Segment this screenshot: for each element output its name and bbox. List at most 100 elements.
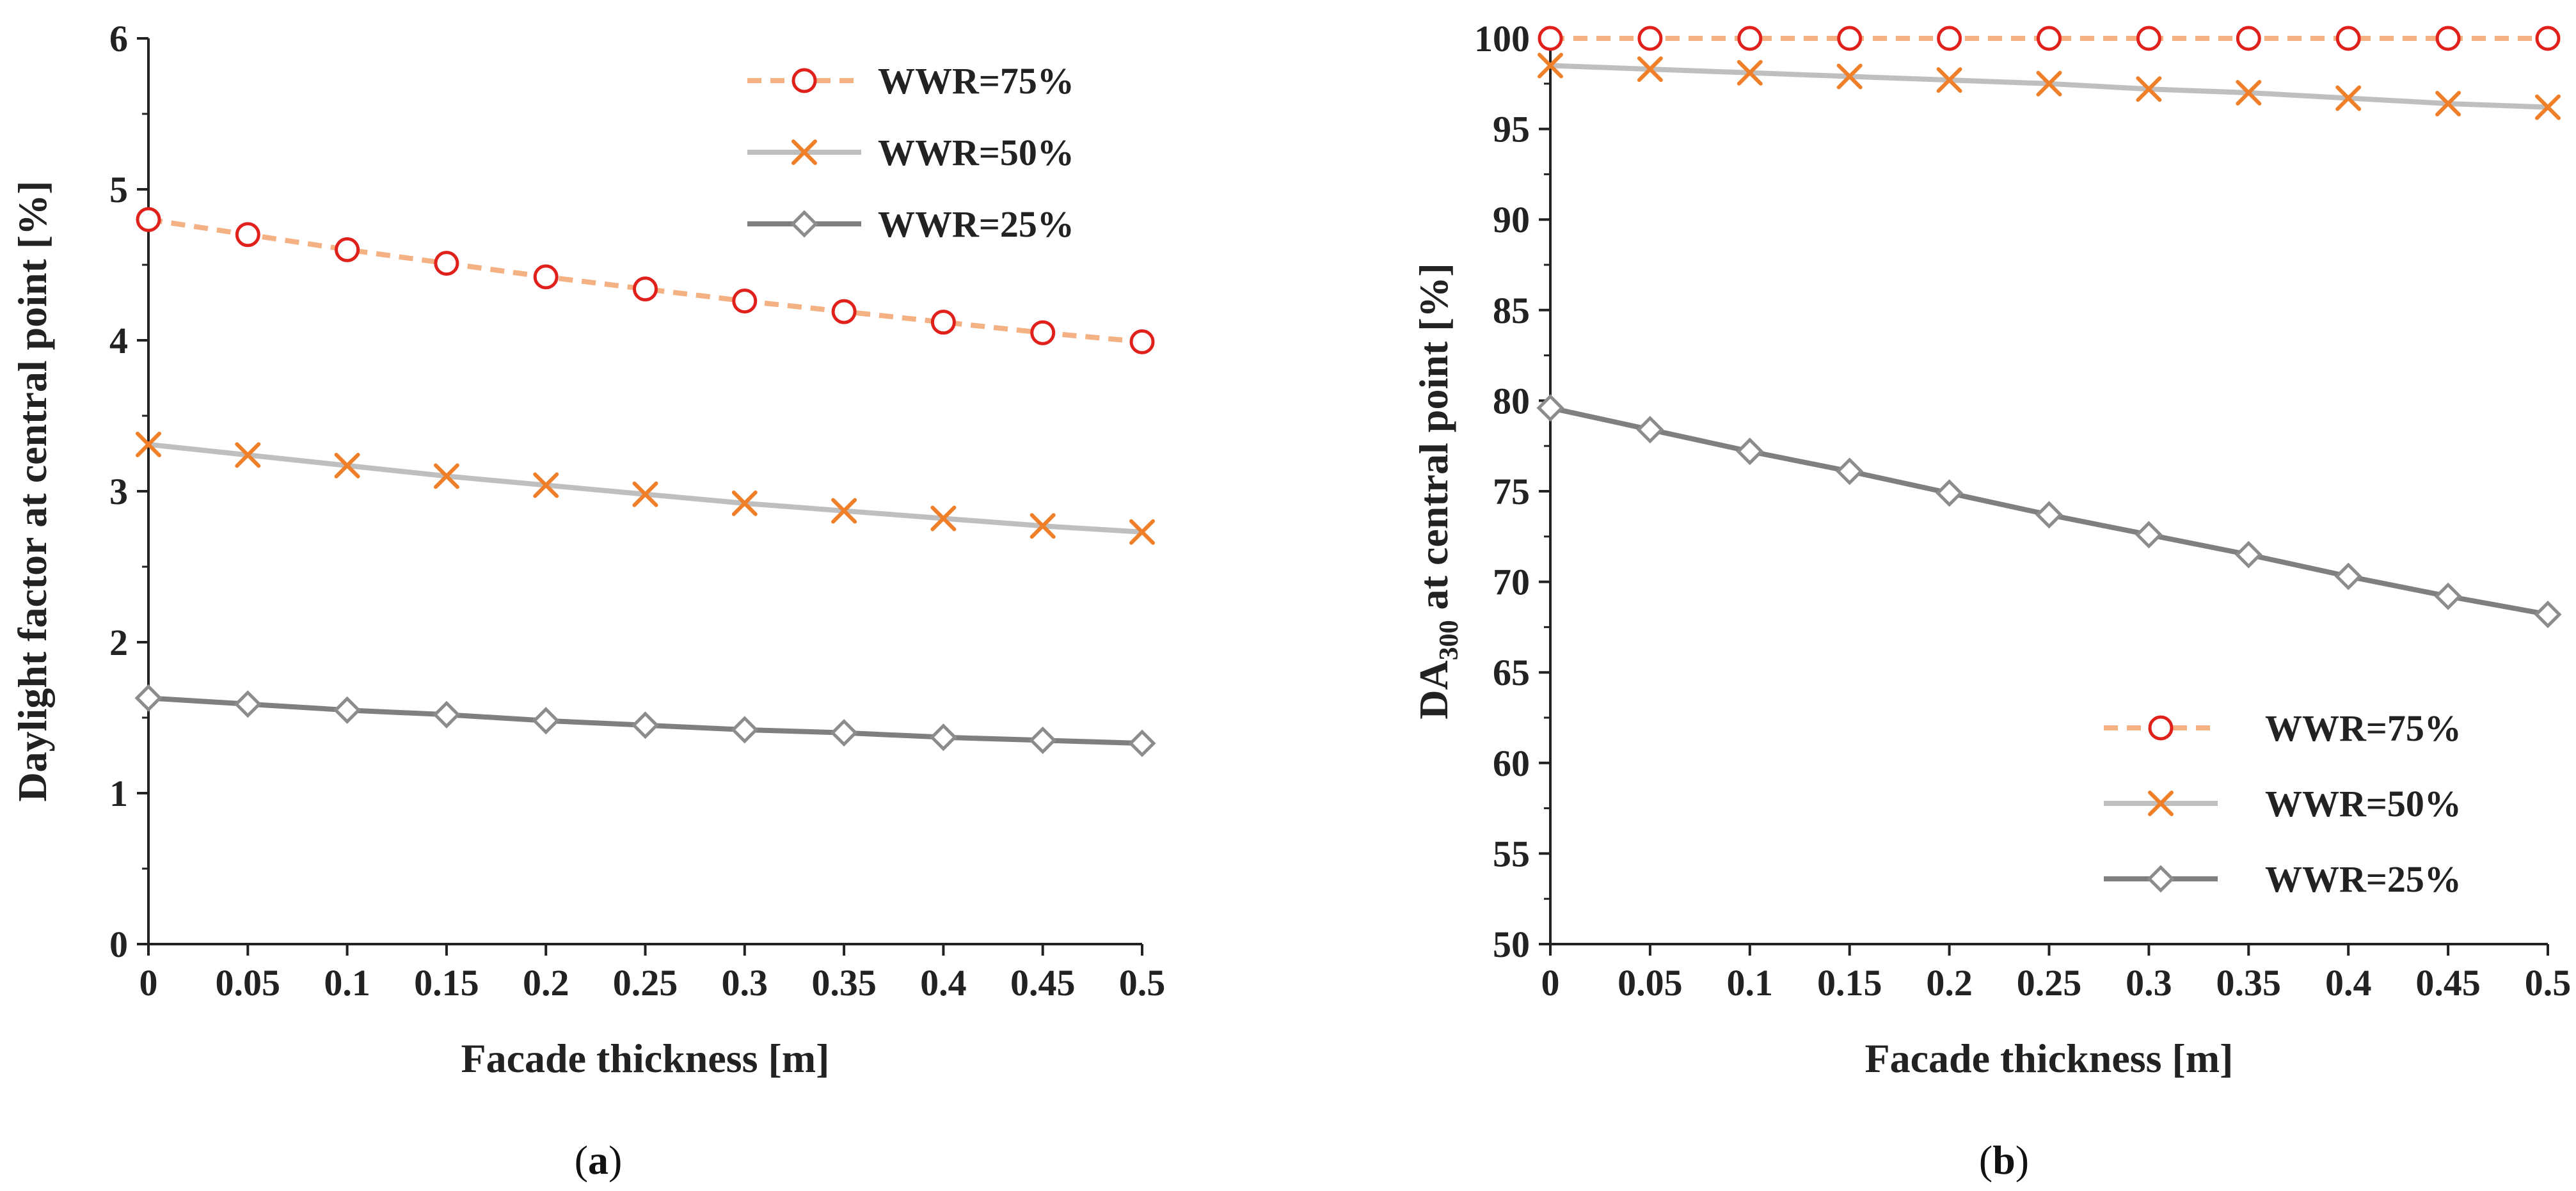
- x-tick-label: 0.2: [523, 962, 569, 1004]
- y-axis-label: Daylight factor at central point [%]: [10, 180, 55, 801]
- y-tick-label: 3: [109, 471, 128, 512]
- y-tick-label: 95: [1493, 109, 1530, 150]
- legend-marker: [2148, 791, 2174, 816]
- data-point: [1128, 729, 1156, 757]
- x-axis-label: Facade thickness [m]: [1865, 1036, 2234, 1081]
- series-WWR=25%: [134, 684, 1156, 757]
- x-tick-label: 0.35: [2216, 962, 2282, 1004]
- data-point: [929, 723, 957, 752]
- data-point: [2234, 540, 2262, 569]
- data-point: [1029, 726, 1057, 754]
- data-point: [1737, 59, 1763, 86]
- y-tick-label: 85: [1493, 290, 1530, 331]
- x-tick-label: 0.5: [2525, 962, 2572, 1004]
- x-tick-label: 0.15: [1817, 962, 1882, 1004]
- legend-label: WWR=50%: [2265, 783, 2461, 824]
- x-tick-label: 0.2: [1926, 962, 1973, 1004]
- data-point: [1837, 26, 1863, 51]
- data-point: [1030, 320, 1056, 345]
- y-tick-label: 70: [1493, 562, 1530, 603]
- data-point: [2435, 26, 2461, 51]
- x-tick-label: 0.05: [1618, 962, 1683, 1004]
- data-point: [235, 442, 261, 468]
- data-point: [631, 711, 660, 739]
- y-tick-label: 0: [109, 924, 128, 965]
- data-point: [633, 276, 658, 302]
- x-tick-label: 0.45: [1010, 962, 1076, 1004]
- caption-b: (b): [1979, 1137, 2029, 1183]
- data-point: [1737, 26, 1763, 51]
- data-point: [1937, 26, 1962, 51]
- data-point: [1129, 329, 1155, 354]
- data-point: [1030, 513, 1056, 539]
- data-point: [2535, 94, 2561, 120]
- x-tick-label: 0.05: [216, 962, 281, 1004]
- y-tick-label: 1: [109, 773, 128, 814]
- data-point: [831, 498, 857, 524]
- data-point: [1637, 26, 1663, 51]
- y-tick-label: 100: [1474, 18, 1530, 59]
- x-tick-label: 0.3: [2126, 962, 2172, 1004]
- data-point: [732, 288, 758, 314]
- x-tick-label: 0.45: [2415, 962, 2481, 1004]
- y-tick-label: 80: [1493, 380, 1530, 422]
- x-tick-label: 0: [1541, 962, 1560, 1004]
- legend-marker: [2147, 865, 2175, 893]
- legend: WWR=75% WWR=50% WWR=25%: [2104, 707, 2461, 900]
- series-WWR=75%: [1538, 26, 2561, 51]
- x-tick-label: 0.35: [811, 962, 877, 1004]
- data-point: [2434, 582, 2462, 610]
- series-WWR=75%: [136, 207, 1155, 354]
- data-point: [1129, 519, 1155, 545]
- x-tick-label: 0: [139, 962, 158, 1004]
- data-point: [2534, 601, 2562, 629]
- x-tick-label: 0.5: [1119, 962, 1166, 1004]
- series-WWR=50%: [1538, 52, 2561, 120]
- data-point: [930, 505, 957, 532]
- data-point: [1936, 479, 1964, 507]
- data-point: [1637, 56, 1663, 83]
- data-point: [2236, 26, 2261, 51]
- y-tick-label: 5: [109, 169, 128, 210]
- data-point: [930, 310, 956, 335]
- x-tick-label: 0.1: [324, 962, 370, 1004]
- x-tick-label: 0.4: [920, 962, 967, 1004]
- data-point: [134, 684, 163, 712]
- caption-a: (a): [575, 1137, 623, 1183]
- data-point: [2535, 26, 2561, 51]
- data-point: [235, 222, 260, 248]
- legend-label: WWR=75%: [878, 60, 1074, 102]
- data-point: [2236, 79, 2262, 106]
- data-point: [333, 696, 362, 724]
- legend-marker: [791, 139, 817, 165]
- data-point: [335, 237, 360, 262]
- data-point: [1836, 63, 1863, 90]
- y-tick-label: 65: [1493, 652, 1530, 693]
- x-tick-label: 0.25: [2017, 962, 2082, 1004]
- data-point: [533, 264, 559, 290]
- y-tick-label: 75: [1493, 471, 1530, 512]
- data-point: [632, 481, 658, 507]
- data-point: [136, 431, 161, 457]
- y-tick-label: 2: [109, 622, 128, 663]
- data-point: [2136, 76, 2162, 102]
- x-tick-label: 0.15: [414, 962, 479, 1004]
- data-point: [731, 490, 758, 516]
- x-tick-label: 0.4: [2325, 962, 2372, 1004]
- chart-panel-a: 0 1 2 3 4 5 6 0 0.05 0.1 0.15 0.2 0.25 0.3 0.35 0.4 0.45…: [10, 18, 1165, 1081]
- data-point: [136, 207, 161, 232]
- data-point: [2036, 70, 2062, 97]
- data-point: [532, 707, 560, 735]
- y-tick-label: 6: [109, 18, 128, 59]
- legend-label: WWR=25%: [878, 203, 1074, 245]
- data-point: [1636, 416, 1664, 444]
- series-WWR=25%: [1536, 394, 2562, 629]
- x-axis-label: Facade thickness [m]: [461, 1036, 830, 1081]
- legend-label: WWR=25%: [2265, 858, 2461, 900]
- data-point: [433, 463, 459, 489]
- legend-marker: [2148, 715, 2174, 741]
- chart-panel-b: 50 55 60 65 70 75 80 85 90 95 100 0 0.05 0.1 0.15 0.2 0.…: [1411, 18, 2571, 1081]
- data-point: [2435, 90, 2461, 116]
- data-point: [433, 700, 461, 729]
